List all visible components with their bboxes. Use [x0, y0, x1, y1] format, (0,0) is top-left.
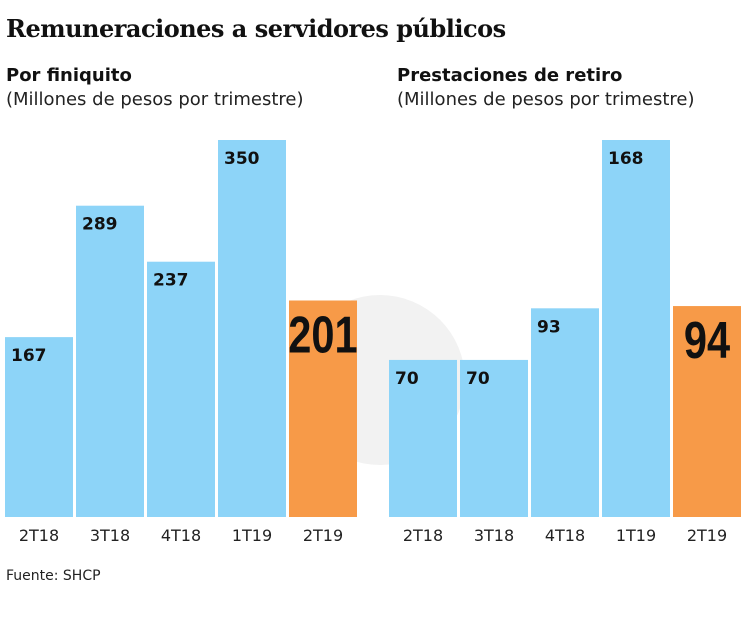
data-label: 70	[466, 369, 490, 389]
bar-2T19	[673, 306, 741, 517]
chart-1-subtitle: (Millones de pesos por trimestre)	[6, 89, 304, 110]
data-label: 70	[395, 369, 419, 389]
data-label: 350	[224, 149, 260, 169]
tick-label: 2T18	[403, 526, 443, 545]
data-label: 168	[608, 149, 644, 169]
tick-label: 3T18	[90, 526, 130, 545]
tick-label: 4T18	[545, 526, 585, 545]
tick-label: 4T18	[161, 526, 201, 545]
tick-label: 2T18	[19, 526, 59, 545]
source-note: Fuente: SHCP	[6, 568, 101, 584]
bar-3T18	[76, 205, 144, 517]
bar-4T18	[147, 261, 215, 517]
data-label: 94	[684, 311, 730, 370]
tick-label: 3T18	[474, 526, 514, 545]
chart-2-title: Prestaciones de retiro	[397, 65, 623, 86]
data-label: 201	[288, 305, 357, 364]
bar-1T19	[602, 140, 670, 517]
bar-2T18	[5, 337, 73, 517]
tick-label: 2T19	[687, 526, 727, 545]
chart-2-subtitle: (Millones de pesos por trimestre)	[397, 89, 695, 110]
bar-1T19	[218, 140, 286, 517]
data-label: 93	[537, 317, 561, 337]
chart-1-heading: Por finiquito (Millones de pesos por tri…	[6, 64, 304, 112]
bar-4T18	[531, 308, 599, 517]
bar-2T18	[389, 359, 457, 517]
chart-1-title: Por finiquito	[6, 65, 132, 86]
bar-3T18	[460, 359, 528, 517]
bar-2T19	[289, 300, 357, 517]
tick-label: 1T19	[616, 526, 656, 545]
page-title: Remuneraciones a servidores públicos	[6, 14, 506, 43]
data-label: 237	[153, 271, 189, 291]
tick-label: 1T19	[232, 526, 272, 545]
data-label: 289	[82, 215, 118, 235]
tick-label: 2T19	[303, 526, 343, 545]
data-label: 167	[11, 346, 47, 366]
chart-2-heading: Prestaciones de retiro (Millones de peso…	[397, 64, 695, 112]
